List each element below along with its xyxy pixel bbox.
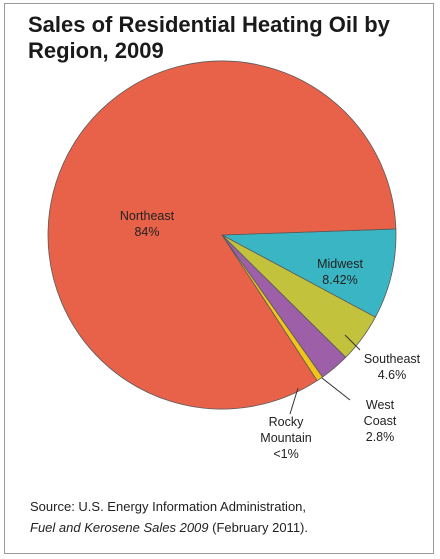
label-west-coast-line2: Coast	[363, 414, 397, 428]
slice-midwest	[220, 228, 397, 318]
label-southeast-name: Southeast	[363, 352, 421, 366]
source-suffix: (February 2011).	[208, 520, 308, 535]
pie-slices	[47, 60, 397, 410]
label-rocky-line2: Mountain	[260, 431, 312, 445]
source-title: Fuel and Kerosene Sales 2009	[30, 520, 209, 535]
label-rocky-line1: Rocky	[268, 415, 304, 429]
leader-west-coast	[321, 377, 351, 401]
label-northeast: Northeast 84%	[102, 208, 192, 240]
leader-rocky-mountain	[289, 387, 299, 415]
label-southeast: Southeast 4.6%	[352, 351, 432, 383]
source-note: Source: U.S. Energy Information Administ…	[30, 496, 425, 538]
label-midwest: Midwest 8.42%	[300, 256, 380, 288]
source-citation: Fuel and Kerosene Sales 2009 (February 2…	[30, 517, 425, 538]
chart-title: Sales of Residential Heating Oil by Regi…	[28, 12, 390, 63]
label-west-coast: West Coast 2.8%	[345, 397, 415, 445]
label-rocky-mountain: Rocky Mountain <1%	[246, 414, 326, 462]
label-west-coast-value: 2.8%	[365, 430, 395, 444]
label-northeast-name: Northeast	[119, 209, 175, 223]
label-southeast-value: 4.6%	[377, 368, 407, 382]
label-midwest-value: 8.42%	[322, 273, 358, 287]
leader-lines	[289, 334, 361, 415]
label-northeast-value: 84%	[134, 225, 160, 239]
leader-southeast	[344, 334, 361, 351]
slice-northeast	[47, 60, 397, 410]
label-rocky-value: <1%	[273, 447, 299, 461]
label-midwest-name: Midwest	[317, 257, 363, 271]
label-west-coast-line1: West	[365, 398, 395, 412]
source-prefix: Source: U.S. Energy Information Administ…	[30, 499, 307, 514]
